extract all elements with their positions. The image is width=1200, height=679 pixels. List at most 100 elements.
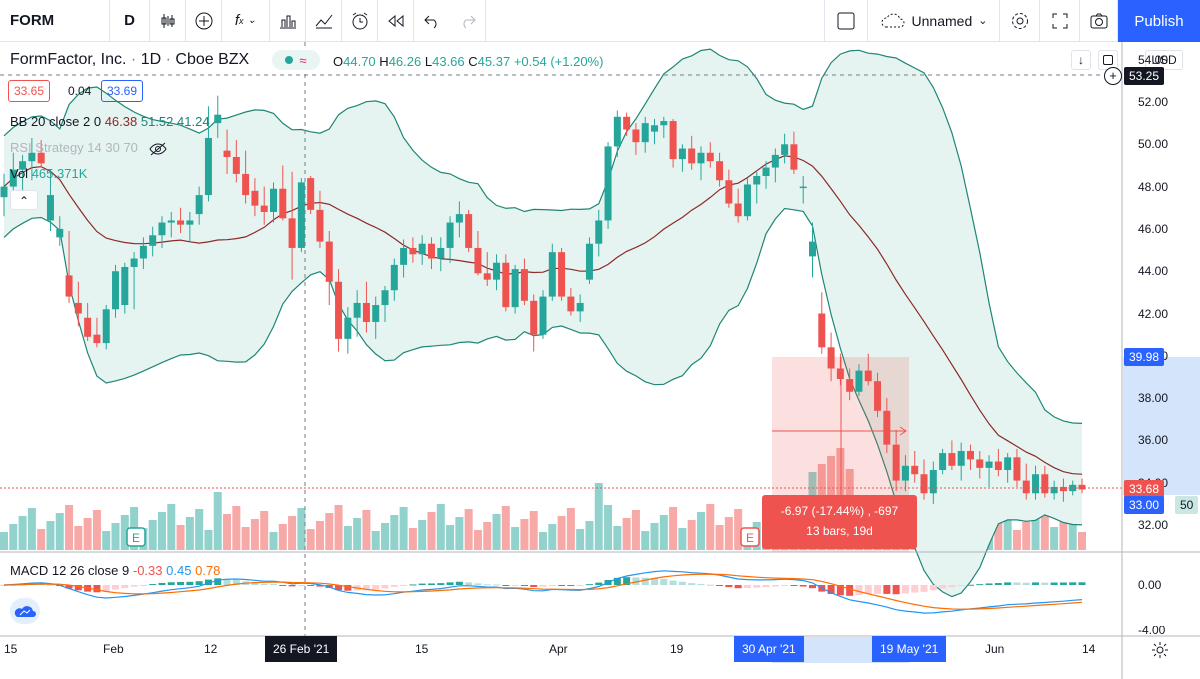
macd-histogram-bar (651, 578, 659, 585)
candle (1041, 465, 1049, 498)
candle-body (270, 188, 277, 212)
candle-body (567, 296, 575, 312)
bar-style-icon[interactable] (150, 0, 186, 42)
candle (678, 144, 686, 172)
volume-bar (1040, 506, 1049, 550)
replay-icon[interactable] (378, 0, 414, 42)
candle-body (493, 262, 501, 280)
macd-histogram-bar (483, 584, 491, 586)
rsi-legend[interactable]: RSI Strategy 14 30 70 (10, 140, 168, 156)
bollinger-basis (3, 155, 1083, 475)
candle (901, 455, 909, 492)
candle-body (418, 243, 426, 255)
candle (93, 317, 101, 348)
candle (929, 461, 937, 504)
macd-histogram-bar (781, 585, 789, 586)
candle-body (809, 241, 816, 257)
candle-body (297, 182, 305, 248)
price-axis-label: 36.00 (1138, 433, 1169, 448)
market-status-badge[interactable]: ≈ (272, 50, 320, 70)
tradingview-logo[interactable] (10, 598, 40, 624)
macd-histogram-bar (437, 583, 445, 585)
volume-bar (232, 506, 241, 550)
candle (688, 135, 696, 170)
candle (214, 95, 222, 138)
legend-separator: · (165, 51, 171, 68)
candle-body (74, 302, 82, 314)
candle (576, 294, 584, 322)
macd-histogram-bar (149, 584, 157, 586)
chart-type-icon[interactable] (270, 0, 306, 42)
candle (102, 305, 110, 350)
buy-price-box[interactable]: 33.69 (101, 80, 144, 102)
high-label: H (379, 54, 389, 69)
interval-button[interactable]: D (110, 0, 150, 42)
measure-tooltip: -6.97 (-17.44%) , -697 13 bars, 19d (762, 495, 917, 549)
candle (790, 131, 798, 174)
fullscreen-icon[interactable] (1040, 0, 1080, 42)
candle-body (818, 313, 826, 348)
scroll-down-button[interactable]: ↓ (1071, 50, 1091, 70)
candle-body (1013, 457, 1021, 481)
volume-bar (650, 523, 659, 550)
settings-icon[interactable] (1150, 640, 1172, 662)
candle-body (474, 247, 482, 274)
bb-legend[interactable]: BB 20 close 2 0 46.38 51.52 41.24 (10, 114, 210, 129)
macd-histogram-bar (279, 585, 287, 586)
layout-menu[interactable]: Unnamed ⌄ (868, 0, 1000, 42)
checkbox-icon[interactable] (824, 0, 868, 42)
volume-bar (678, 528, 687, 550)
undo-icon[interactable] (414, 0, 450, 42)
candle-body (149, 235, 157, 246)
legend-exchange: Cboe BZX (175, 51, 250, 68)
macd-histogram-bar (1050, 582, 1058, 585)
camera-icon[interactable] (1080, 0, 1118, 42)
sell-price-box[interactable]: 33.65 (8, 80, 51, 102)
candle (186, 211, 194, 242)
price-chart[interactable]: E E (0, 42, 1200, 679)
volume-bar (185, 517, 194, 550)
macd-histogram-bar (520, 585, 528, 586)
hidden-eye-icon[interactable] (148, 142, 168, 156)
macd-histogram-bar (223, 578, 231, 585)
add-indicator-icon[interactable] (186, 0, 222, 42)
range-top-price-tag: 39.98 (1124, 348, 1165, 366)
low-label: L (424, 54, 433, 69)
publish-button[interactable]: Publish (1118, 0, 1200, 42)
settings-icon[interactable] (1000, 0, 1040, 42)
symbol-legend[interactable]: FormFactor, Inc. · 1D · Cboe BZX (10, 51, 249, 69)
volume-bar (0, 532, 8, 550)
candle-body (790, 144, 798, 170)
volume-bar (223, 514, 232, 550)
collapse-legend-button[interactable]: ⌃ (10, 190, 38, 210)
vol-legend[interactable]: Vol 465.371K (10, 166, 87, 181)
candle-body (911, 465, 919, 475)
candle (139, 237, 147, 270)
macd-histogram-bar (400, 585, 408, 586)
add-plus-icon[interactable]: + (1104, 67, 1122, 85)
candle (344, 307, 352, 354)
volume-bar (687, 520, 696, 550)
symbol-search[interactable]: FORM (0, 0, 110, 42)
candle (381, 286, 389, 322)
candle (112, 264, 120, 318)
macd-histogram-bar (0, 585, 8, 586)
candle-body (483, 273, 491, 280)
volume-bar (1031, 514, 1040, 550)
candle (297, 178, 305, 253)
candle-body (400, 247, 408, 265)
volume-bar (213, 492, 222, 550)
alert-icon[interactable] (342, 0, 378, 42)
candle (939, 448, 947, 475)
compare-icon[interactable] (306, 0, 342, 42)
price-axis-label: 52.00 (1138, 95, 1169, 109)
candle-body (641, 123, 649, 143)
macd-legend[interactable]: MACD 12 26 close 9 -0.33 0.45 0.78 (10, 563, 220, 578)
candle-body (901, 465, 909, 481)
redo-icon[interactable] (450, 0, 486, 42)
volume-bar (176, 525, 185, 550)
macd-histogram-bar (251, 582, 259, 585)
candle (632, 123, 640, 155)
volume-bar (46, 521, 55, 550)
